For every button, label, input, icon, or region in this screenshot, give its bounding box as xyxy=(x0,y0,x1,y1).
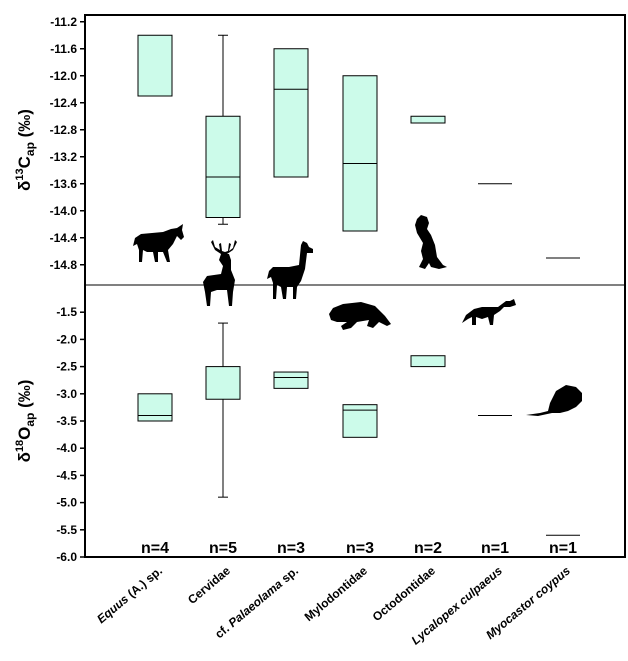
sample-size-label: n=1 xyxy=(549,540,577,557)
sample-size-label: n=4 xyxy=(141,540,169,557)
carbon-y-axis-label: δ13Cap (‰) xyxy=(14,109,37,191)
sample-size-label: n=2 xyxy=(414,540,442,557)
iqr-box xyxy=(205,115,241,218)
llama-icon xyxy=(267,241,313,299)
category-label: Mylodontidae xyxy=(302,563,370,624)
iqr-box xyxy=(410,355,446,368)
y-tick-label: -11.2 xyxy=(50,15,77,29)
coypu-icon xyxy=(526,385,582,416)
y-tick-label: -13.2 xyxy=(50,150,78,164)
category-label: Cervidae xyxy=(185,563,233,607)
y-tick-label: -5.5 xyxy=(56,523,77,537)
category-label: Octodontidae xyxy=(370,563,438,624)
rodent-icon xyxy=(415,215,447,269)
category-label: Equus (A.) sp. xyxy=(94,564,165,627)
horse-icon xyxy=(133,224,184,262)
y-tick-label: -12.4 xyxy=(50,96,78,110)
sample-size-label: n=5 xyxy=(209,540,237,557)
y-tick-label: -11.6 xyxy=(50,42,77,56)
iqr-box xyxy=(137,34,173,97)
iqr-box xyxy=(342,75,378,232)
y-tick-label: -13.6 xyxy=(50,177,78,191)
sample-size-label: n=3 xyxy=(277,540,305,557)
y-tick-label: -12.8 xyxy=(50,123,78,137)
deer-icon xyxy=(203,240,237,306)
oxygen-y-axis-label: δ18Oap (‰) xyxy=(14,380,37,463)
y-tick-label: -2.0 xyxy=(56,332,77,346)
y-tick-label: -12.0 xyxy=(50,69,78,83)
animal-silhouettes xyxy=(133,215,582,416)
plot-frame xyxy=(84,14,626,558)
sample-size-label: n=3 xyxy=(346,540,374,557)
y-tick-label: -5.0 xyxy=(56,496,77,510)
iqr-box xyxy=(342,404,378,438)
y-tick-label: -1.5 xyxy=(56,305,77,319)
plot-area: -11.2 -11.6 -12.0 -12.4 -12.8 -13.2 -13.6 -14.0… xyxy=(14,14,626,648)
y-tick-label: -2.5 xyxy=(56,360,77,374)
iqr-box xyxy=(137,393,173,422)
y-tick-label: -14.4 xyxy=(50,231,78,245)
y-tick-label: -6.0 xyxy=(56,550,77,564)
iqr-box xyxy=(273,48,309,178)
y-tick-label: -4.5 xyxy=(56,468,77,482)
y-tick-label: -4.0 xyxy=(56,441,77,455)
y-tick-label: -14.0 xyxy=(50,204,78,218)
iqr-box xyxy=(410,115,446,124)
y-tick-label: -3.5 xyxy=(56,414,77,428)
y-tick-label: -3.0 xyxy=(56,387,77,401)
fox-icon xyxy=(462,299,516,325)
iqr-box xyxy=(273,371,309,389)
y-tick-label: -14.8 xyxy=(50,258,78,272)
iqr-box xyxy=(205,366,241,400)
ground-sloth-icon xyxy=(329,302,391,330)
sample-size-label: n=1 xyxy=(481,540,509,557)
